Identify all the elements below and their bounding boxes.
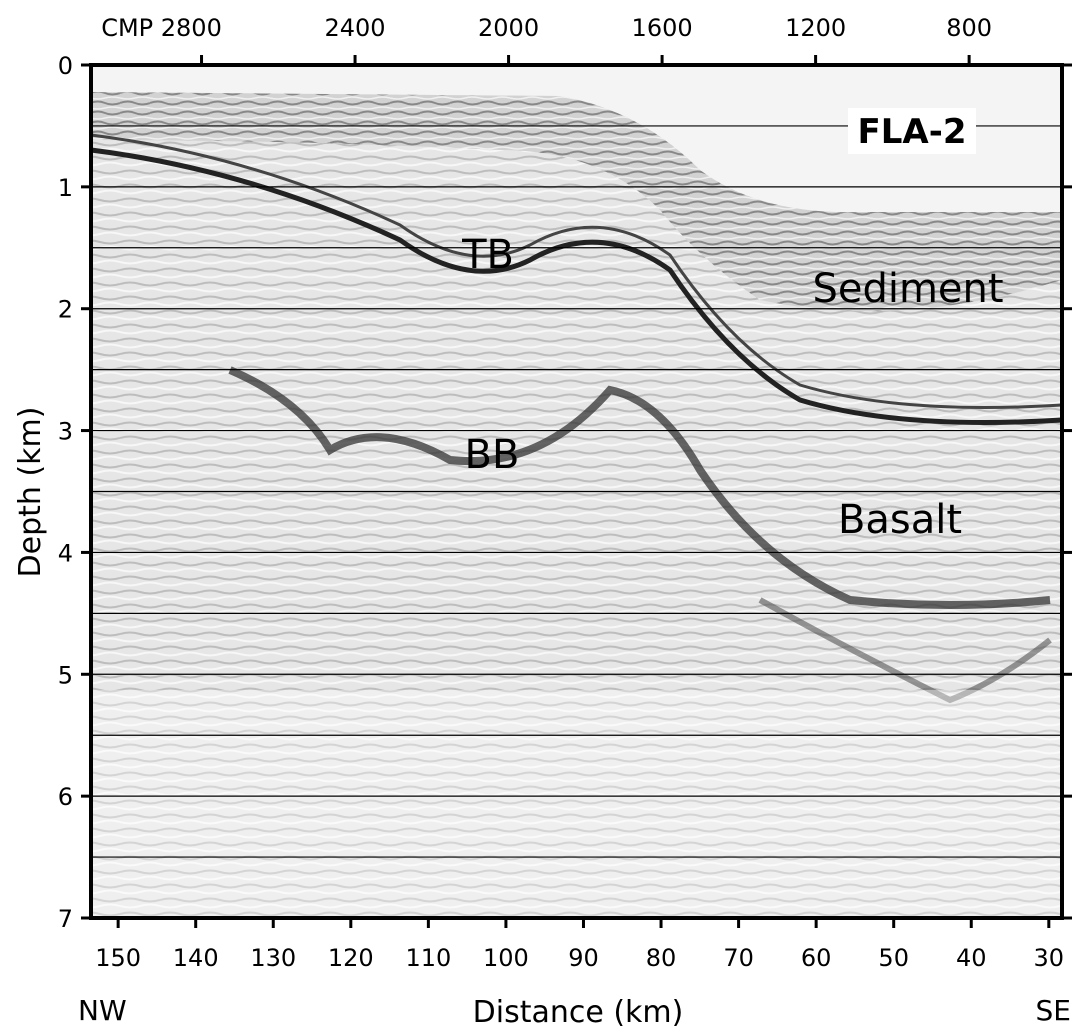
x-tick-label: 130 [250, 944, 296, 972]
y-tick-label: 2 [58, 296, 73, 324]
grid [91, 125, 1062, 858]
annotation: FLA-2 [858, 112, 967, 152]
x-tick-label: 40 [956, 944, 987, 972]
direction-label: NW [78, 994, 127, 1027]
x-tick-label: 60 [801, 944, 832, 972]
annotation: TB [461, 232, 514, 278]
annotation: Basalt [838, 497, 962, 543]
x-tick-label: 120 [328, 944, 374, 972]
label-box [848, 108, 976, 154]
y-axis-label: Depth (km) [13, 407, 48, 578]
x-tick-label: 90 [568, 944, 599, 972]
y-tick-label: 3 [58, 418, 73, 446]
axes: 0 1 2 3 4 5 6 7 150 140 130 120 110 100 90 80 70 60 50 40 30… [58, 14, 1072, 972]
y-tick-label: 4 [58, 539, 73, 567]
x-tick-label: 150 [95, 944, 141, 972]
y-tick-label: 1 [58, 174, 73, 202]
y-tick-label: 6 [58, 783, 73, 811]
x2-tick-label: 2400 [325, 14, 386, 42]
x-tick-label: 140 [173, 944, 219, 972]
y-tick-label: 0 [58, 52, 73, 80]
x-tick-label: 110 [405, 944, 451, 972]
x-tick-label: 50 [878, 944, 909, 972]
x-tick-label: 100 [483, 944, 529, 972]
x-axis-label: Distance (km) [473, 995, 684, 1030]
x2-tick-label: 1200 [785, 14, 846, 42]
x-tick-label: 70 [723, 944, 754, 972]
x2-tick-label: CMP 2800 [101, 14, 222, 42]
y-tick-label: 7 [58, 905, 73, 933]
x2-tick-label: 1600 [632, 14, 693, 42]
annotation: BB [465, 432, 520, 478]
plot-frame [89, 63, 1064, 920]
y-tick-label: 5 [58, 661, 73, 689]
x-tick-label: 80 [646, 944, 677, 972]
annotation: Sediment [812, 266, 1003, 312]
direction-label: SE [1036, 994, 1071, 1027]
x-tick-label: 30 [1034, 944, 1065, 972]
x2-tick-label: 2000 [478, 14, 539, 42]
x2-tick-label: 800 [946, 14, 992, 42]
